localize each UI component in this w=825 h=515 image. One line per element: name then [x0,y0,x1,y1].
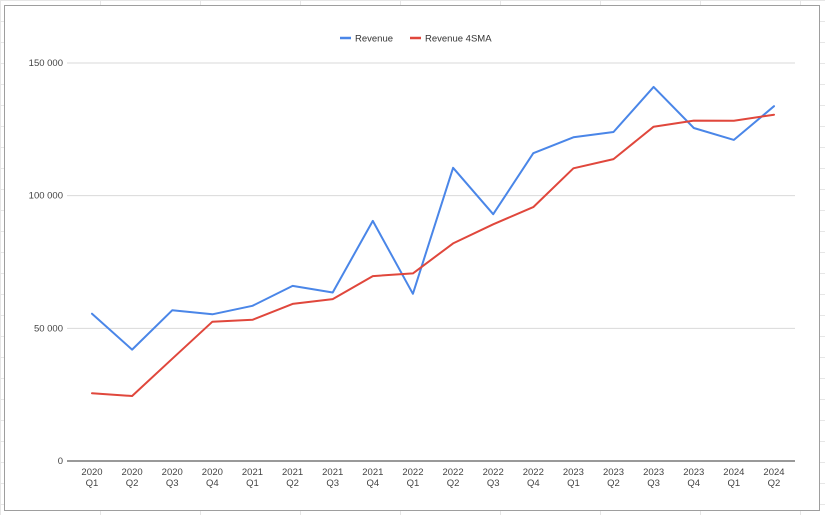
x-tick-label-year: 2022 [442,467,463,478]
data-point[interactable] [490,211,496,217]
x-tick-label-quarter: Q2 [286,478,299,489]
x-tick-label-quarter: Q3 [487,478,500,489]
data-point[interactable] [129,393,135,399]
x-tick-label-year: 2024 [723,467,744,478]
data-point[interactable] [370,218,376,224]
x-tick-label-quarter: Q1 [86,478,99,489]
x-tick-label-quarter: Q4 [687,478,700,489]
x-tick-label-quarter: Q3 [326,478,339,489]
data-point[interactable] [771,103,777,109]
x-tick-label-year: 2020 [81,467,102,478]
x-tick-label-quarter: Q3 [647,478,660,489]
x-tick-label-year: 2022 [402,467,423,478]
data-point[interactable] [249,303,255,309]
data-point[interactable] [209,311,215,317]
data-point[interactable] [490,221,496,227]
data-point[interactable] [570,165,576,171]
x-tick-label-year: 2023 [563,467,584,478]
x-tick-label-quarter: Q1 [567,478,580,489]
x-tick-label-quarter: Q3 [166,478,179,489]
data-point[interactable] [651,84,657,90]
x-tick-label-year: 2023 [683,467,704,478]
data-point[interactable] [89,311,95,317]
data-point[interactable] [209,319,215,325]
x-tick-label-quarter: Q4 [527,478,540,489]
data-point[interactable] [330,290,336,296]
data-point[interactable] [450,165,456,171]
data-point[interactable] [129,347,135,353]
data-point[interactable] [691,118,697,124]
x-tick-label-year: 2021 [362,467,383,478]
x-tick-label-quarter: Q1 [246,478,259,489]
data-point[interactable] [249,317,255,323]
x-tick-label-quarter: Q4 [366,478,379,489]
y-tick-label: 150 000 [29,58,63,69]
data-point[interactable] [89,390,95,396]
x-tick-label-quarter: Q2 [768,478,781,489]
data-point[interactable] [290,283,296,289]
data-point[interactable] [651,124,657,130]
data-point[interactable] [370,273,376,279]
x-tick-label-year: 2023 [643,467,664,478]
x-tick-label-year: 2021 [322,467,343,478]
y-tick-label: 0 [58,456,63,467]
x-tick-label-year: 2022 [483,467,504,478]
x-tick-label-quarter: Q1 [728,478,741,489]
data-point[interactable] [731,118,737,124]
chart-container[interactable]: 0 50 000 100 000 150 000 2020 Q1 2020 Q2 2020 Q3 2… [4,5,820,511]
x-tick-label-quarter: Q1 [407,478,420,489]
series-line-revenue-4sma[interactable] [91,113,775,397]
x-tick-label-quarter: Q2 [447,478,460,489]
data-point[interactable] [290,301,296,307]
legend-label: Revenue 4SMA [425,34,492,45]
data-point[interactable] [771,112,777,118]
data-point[interactable] [410,291,416,297]
legend-item[interactable]: Revenue 4SMA [410,34,492,45]
x-tick-label-year: 2020 [162,467,183,478]
data-point[interactable] [450,240,456,246]
x-tick-label-quarter: Q4 [206,478,219,489]
data-point[interactable] [169,307,175,313]
data-point[interactable] [570,134,576,140]
series-line-revenue[interactable] [91,85,775,351]
x-tick-label-year: 2021 [282,467,303,478]
x-tick-label-year: 2021 [242,467,263,478]
data-point[interactable] [530,204,536,210]
x-tick-label-year: 2023 [603,467,624,478]
data-point[interactable] [691,125,697,131]
x-tick-label-year: 2020 [122,467,143,478]
x-tick-label-year: 2022 [523,467,544,478]
legend-item[interactable]: Revenue [340,34,393,45]
legend-label: Revenue [355,34,393,45]
data-point[interactable] [330,296,336,302]
data-point[interactable] [611,156,617,162]
data-point[interactable] [731,137,737,143]
data-point[interactable] [169,356,175,362]
x-tick-label-year: 2020 [202,467,223,478]
data-point[interactable] [530,150,536,156]
data-point[interactable] [410,270,416,276]
x-tick-label-quarter: Q2 [126,478,139,489]
data-point[interactable] [611,129,617,135]
y-tick-label: 50 000 [34,323,63,334]
y-tick-label: 100 000 [29,191,63,202]
x-tick-label-year: 2024 [763,467,784,478]
x-tick-label-quarter: Q2 [607,478,620,489]
